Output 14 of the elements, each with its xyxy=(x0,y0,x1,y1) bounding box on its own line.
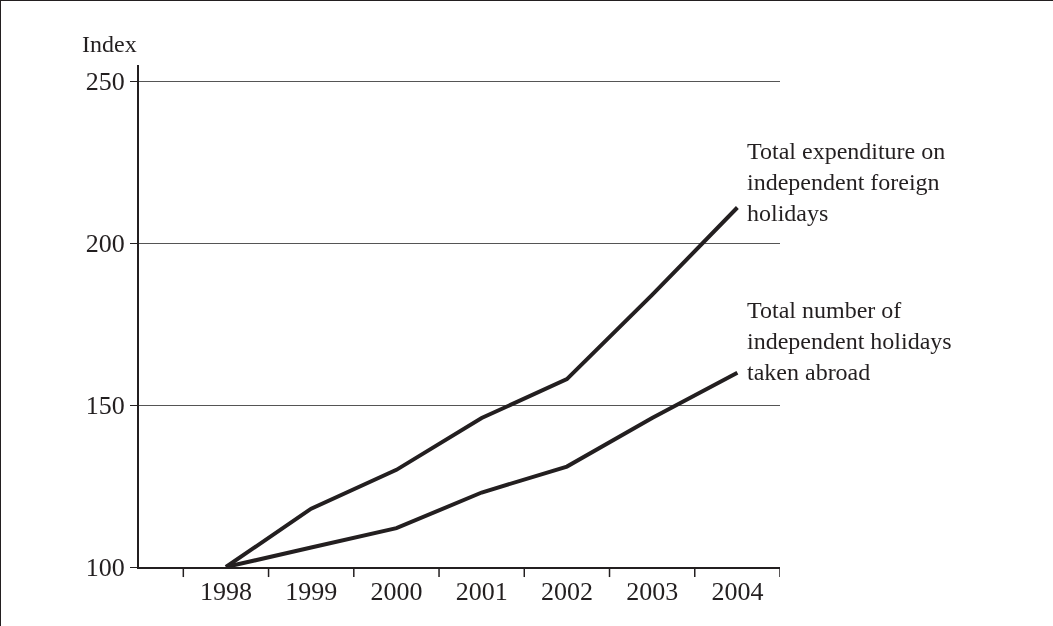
y-tick-label: 100 xyxy=(85,553,125,583)
x-tick-label: 2000 xyxy=(370,577,423,607)
y-tick-label: 200 xyxy=(85,229,125,259)
y-tick-label: 150 xyxy=(85,391,125,421)
series-label: Total expenditure on independent foreign holidays xyxy=(747,138,946,227)
x-tick-label: 1999 xyxy=(285,577,338,607)
series-label: Total number of independent holidays taken abroad xyxy=(747,297,952,386)
y-axis-title: Index xyxy=(82,31,137,57)
x-tick-label: 2001 xyxy=(455,577,508,607)
x-tick-label: 2002 xyxy=(540,577,593,607)
x-tick-label: 1998 xyxy=(199,577,252,607)
x-tick-label: 2004 xyxy=(711,577,764,607)
y-tick-label: 250 xyxy=(85,67,125,97)
x-tick-label: 2003 xyxy=(626,577,679,607)
